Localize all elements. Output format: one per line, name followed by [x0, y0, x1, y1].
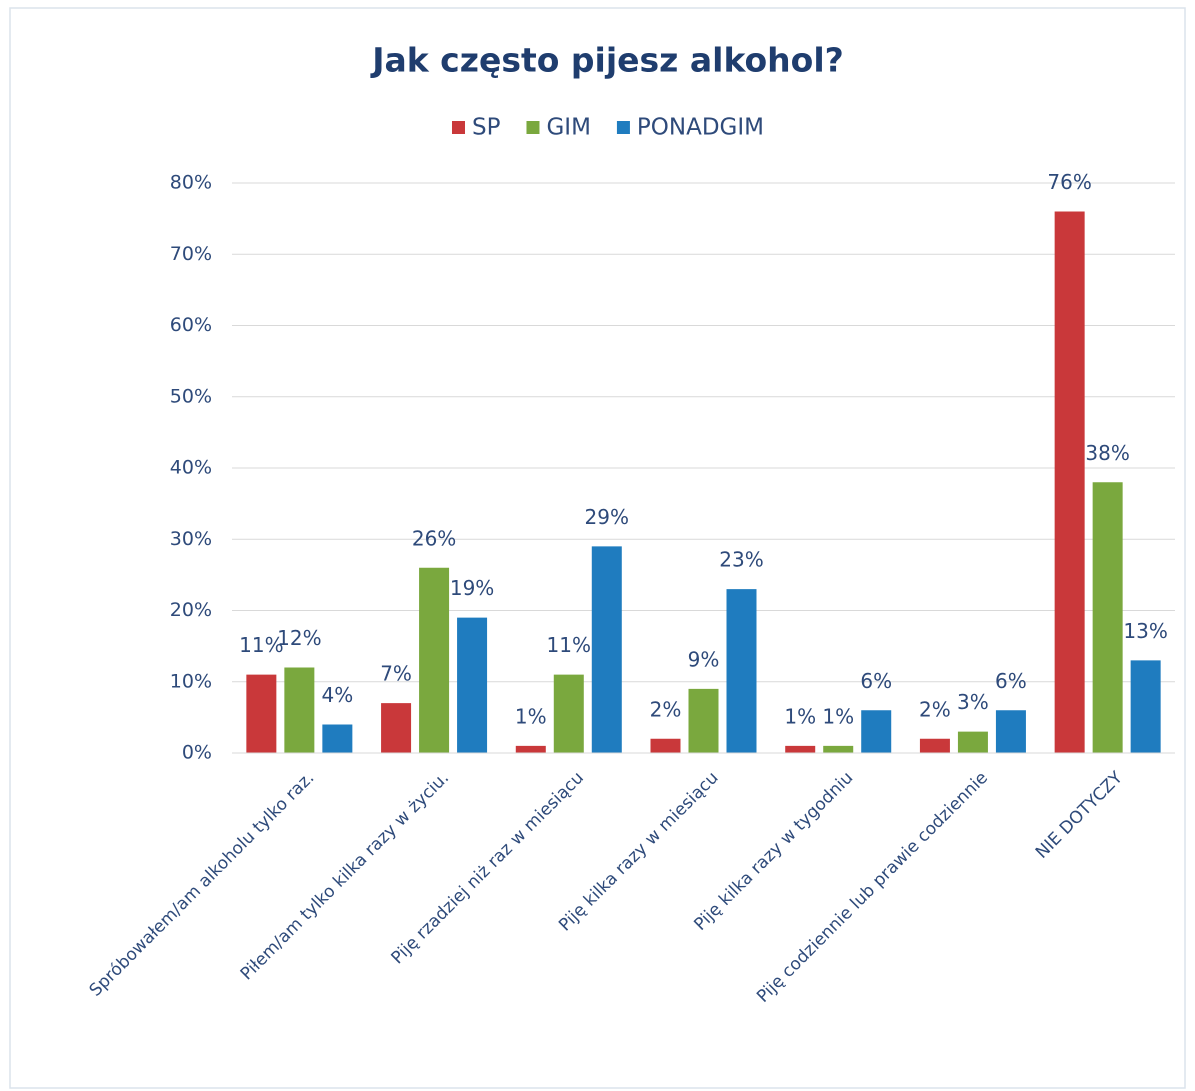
legend: SP GIM PONADGIM: [451, 115, 764, 141]
data-label: 11%: [239, 633, 283, 657]
bar: [1092, 482, 1123, 753]
data-label: 3%: [957, 690, 989, 714]
y-tick-label: 80%: [170, 172, 212, 194]
bar: [1130, 660, 1161, 753]
y-tick-label: 30%: [170, 528, 212, 550]
data-label: 6%: [860, 669, 892, 693]
y-tick-label: 20%: [170, 599, 212, 621]
data-label: 7%: [380, 662, 412, 686]
data-label: 9%: [688, 647, 720, 671]
x-tick-label: Spróbowałem/am alkoholu tylko raz.: [86, 768, 319, 1001]
bar: [322, 724, 353, 753]
bar: [957, 731, 988, 753]
data-label: 76%: [1047, 170, 1091, 194]
x-tick-label: Piję kilka razy w miesiącu: [555, 768, 722, 935]
bar: [995, 710, 1026, 753]
y-tick-label: 70%: [170, 243, 212, 265]
x-tick-label: NIE DOTYCZY: [1032, 767, 1127, 862]
data-label: 13%: [1123, 619, 1167, 643]
bar: [381, 703, 412, 753]
bar: [284, 667, 315, 753]
x-tick-label: Piłem/am tylko kilka razy w życiu.: [237, 768, 453, 984]
data-label: 29%: [585, 505, 629, 529]
x-tick-label: Piję kilka razy w tygodniu: [690, 768, 857, 935]
bar: [919, 738, 950, 753]
y-tick-label: 50%: [170, 385, 212, 407]
bar: [246, 674, 277, 753]
data-label: 6%: [995, 669, 1027, 693]
bar: [650, 738, 681, 753]
legend-label: GIM: [546, 115, 590, 141]
data-label: 1%: [784, 704, 816, 728]
bar: [823, 745, 854, 753]
bar: [688, 688, 719, 753]
data-label: 11%: [547, 633, 591, 657]
data-label: 19%: [450, 576, 494, 600]
data-label: 1%: [822, 704, 854, 728]
data-label: 2%: [650, 697, 682, 721]
chart-title: Jak często pijesz alkohol?: [370, 41, 844, 80]
bar: [553, 674, 584, 753]
y-tick-label: 60%: [170, 314, 212, 336]
y-tick-label: 40%: [170, 457, 212, 479]
bar: [726, 589, 757, 753]
x-tick-label: Piję codziennie lub prawie codziennie: [753, 768, 992, 1007]
bar: [591, 546, 622, 753]
legend-label: PONADGIM: [637, 115, 764, 141]
legend-swatch: [451, 121, 465, 134]
data-label: 23%: [719, 548, 763, 572]
data-label: 12%: [277, 626, 321, 650]
data-label: 2%: [919, 697, 951, 721]
bar: [419, 567, 450, 753]
bar: [1054, 211, 1085, 753]
bar: [457, 617, 488, 753]
y-tick-label: 10%: [170, 670, 212, 692]
frame: [9, 7, 1186, 1089]
bar: [861, 710, 892, 753]
legend-swatch: [526, 121, 540, 134]
bar: [785, 745, 816, 753]
data-label: 26%: [412, 526, 456, 550]
y-tick-label: 0%: [182, 742, 212, 764]
data-label: 4%: [321, 683, 353, 707]
bar: [515, 745, 546, 753]
legend-label: SP: [472, 115, 501, 141]
data-label: 1%: [515, 704, 547, 728]
legend-swatch: [616, 121, 630, 134]
data-label: 38%: [1085, 441, 1129, 465]
